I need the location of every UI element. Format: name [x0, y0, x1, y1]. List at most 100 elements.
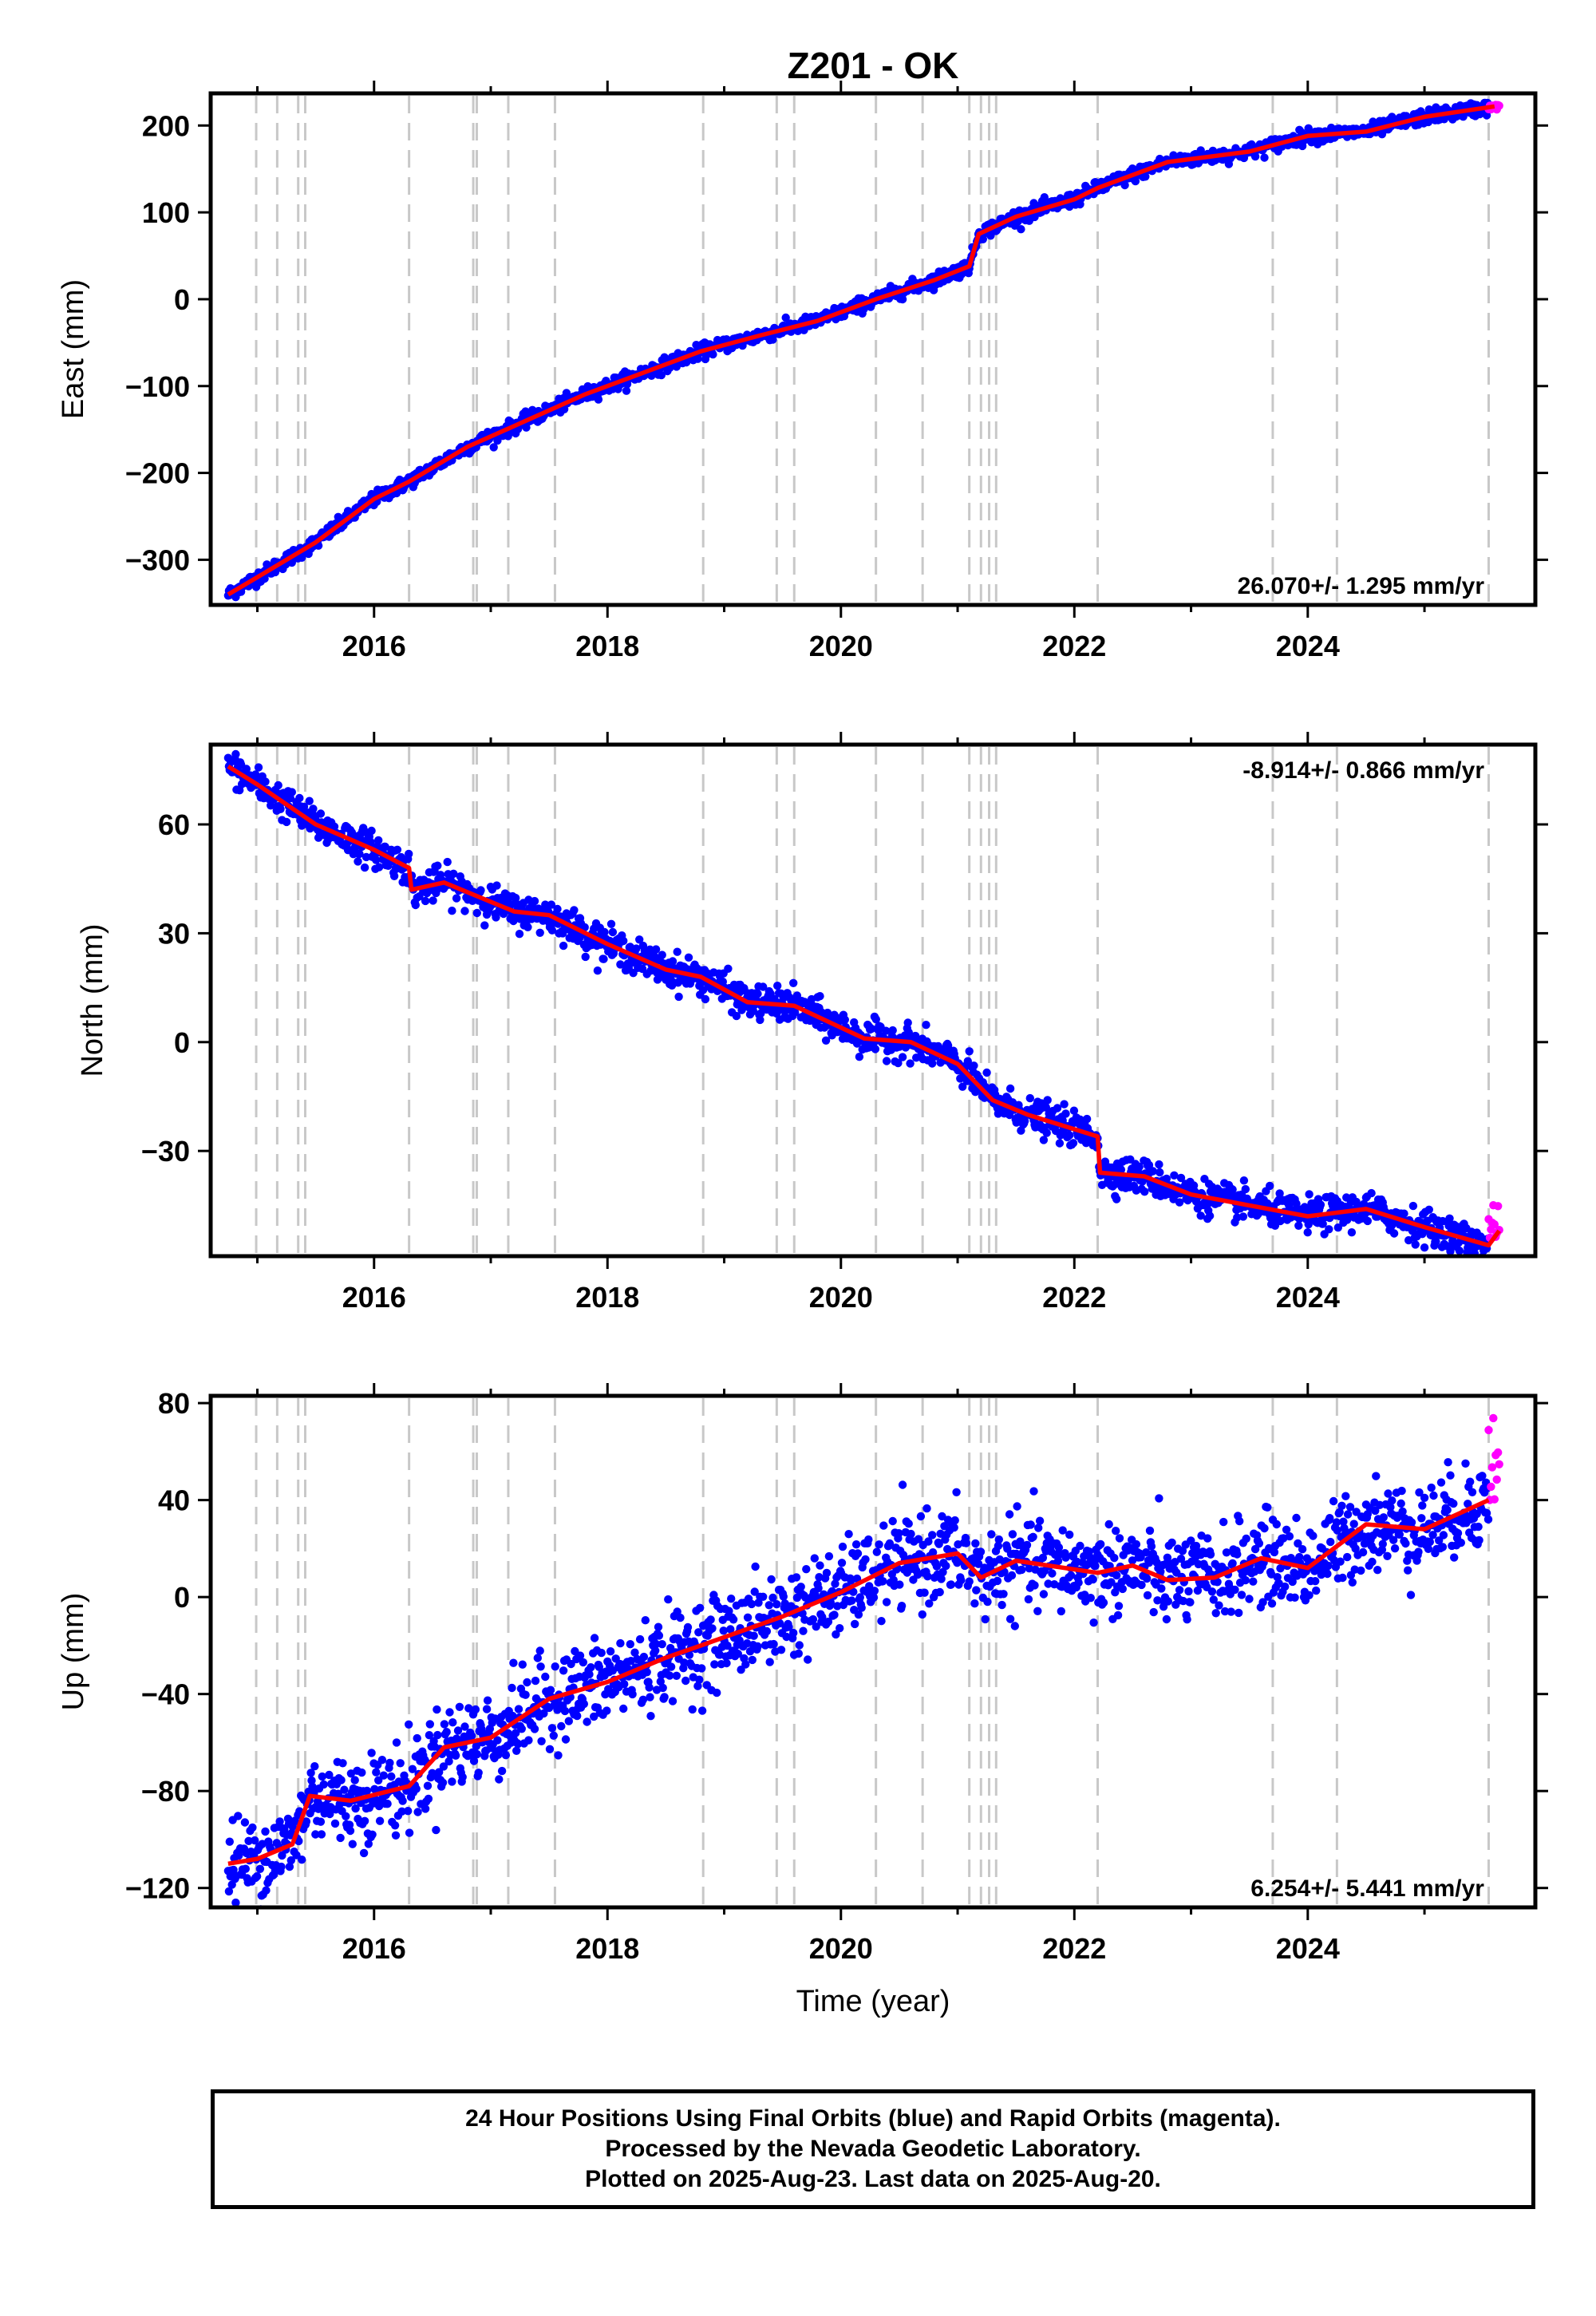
data-point: [600, 927, 609, 937]
data-point: [1144, 1558, 1154, 1567]
data-point: [1156, 1168, 1164, 1177]
data-point: [802, 1565, 811, 1574]
data-point: [765, 1658, 774, 1666]
data-point: [872, 1547, 882, 1556]
data-point: [750, 1587, 759, 1596]
data-point: [795, 1641, 804, 1650]
data-point: [405, 1720, 413, 1729]
data-point: [1332, 1518, 1341, 1527]
data-point: [560, 1706, 570, 1716]
data-point: [685, 1650, 694, 1659]
data-point: [489, 443, 498, 452]
data-point: [751, 1562, 760, 1571]
data-point: [590, 1634, 599, 1642]
data-point: [656, 1677, 665, 1686]
data-point: [392, 1738, 401, 1747]
data-point: [1311, 1577, 1320, 1586]
data-point: [776, 1646, 786, 1654]
data-point: [501, 1751, 511, 1760]
data-point: [998, 1600, 1006, 1610]
data-point: [1038, 1553, 1048, 1563]
data-point: [398, 1796, 407, 1805]
x-tick-label: 2016: [342, 630, 406, 662]
x-tick-label: 2018: [575, 630, 639, 662]
data-point: [727, 1595, 736, 1603]
data-point: [1118, 1584, 1128, 1594]
data-point: [1228, 1185, 1237, 1194]
data-point: [585, 1670, 594, 1679]
data-point: [495, 1775, 504, 1784]
data-point: [1267, 1599, 1277, 1608]
data-point: [435, 1768, 444, 1777]
data-point: [606, 1647, 615, 1656]
data-point: [1043, 1096, 1052, 1105]
data-point: [1013, 1502, 1021, 1511]
data-point: [1039, 1136, 1049, 1144]
data-point: [507, 900, 516, 909]
data-point: [517, 1725, 526, 1733]
data-point: [425, 1720, 434, 1729]
data-point: [1455, 1247, 1464, 1255]
data-point: [920, 1588, 929, 1597]
data-point: [492, 913, 500, 922]
data-point: [1325, 1514, 1334, 1523]
data-point: [1389, 1229, 1399, 1238]
data-point: [1005, 1084, 1015, 1093]
data-point: [482, 1705, 492, 1713]
data-point: [1157, 1584, 1166, 1593]
data-point: [895, 1580, 904, 1589]
data-point: [424, 1794, 433, 1804]
data-point: [885, 1539, 895, 1548]
data-point: [476, 886, 485, 895]
data-point: [261, 1827, 270, 1836]
data-point: [701, 994, 710, 1004]
data-point: [1040, 193, 1049, 202]
data-point: [1276, 1564, 1285, 1573]
data-point: [693, 1682, 702, 1690]
data-point: [535, 1646, 544, 1655]
data-point: [412, 1784, 421, 1793]
data-point: [593, 966, 602, 975]
data-point: [397, 1807, 406, 1816]
data-point: [654, 1631, 664, 1640]
data-point: [493, 436, 502, 445]
data-point: [1153, 1596, 1162, 1605]
data-point: [306, 1769, 315, 1777]
y-tick-label: −30: [141, 1135, 190, 1168]
data-point: [898, 1053, 907, 1061]
data-point: [1345, 1503, 1355, 1512]
data-point: [1303, 1228, 1312, 1237]
data-point: [298, 1856, 306, 1864]
data-point: [781, 313, 790, 322]
data-point: [383, 1800, 392, 1808]
data-point: [796, 1583, 805, 1591]
data-point: [950, 1516, 959, 1525]
data-point: [515, 930, 524, 939]
data-point: [350, 1776, 359, 1784]
data-point: [1114, 1602, 1124, 1611]
data-point: [935, 1587, 944, 1597]
data-point: [924, 1537, 933, 1546]
data-point: [1424, 1205, 1434, 1215]
data-point: [1335, 1508, 1344, 1517]
data-point: [1290, 1593, 1299, 1603]
data-point: [1260, 1524, 1269, 1533]
data-point: [1082, 1114, 1092, 1124]
data-point: [683, 1622, 693, 1632]
data-point: [342, 1812, 350, 1820]
data-point: [362, 1786, 372, 1796]
data-point: [654, 1622, 663, 1631]
data-point: [1112, 1527, 1120, 1535]
data-point: [448, 907, 456, 915]
data-point: [906, 1059, 915, 1068]
data-point: [1074, 1578, 1083, 1587]
data-point: [231, 749, 240, 759]
data-point: [853, 1549, 863, 1558]
data-point: [657, 370, 666, 380]
data-point: [871, 1045, 880, 1053]
data-point: [513, 1740, 523, 1749]
data-point: [1432, 1237, 1440, 1247]
data-point: [545, 1745, 555, 1753]
data-point: [1060, 1100, 1069, 1109]
